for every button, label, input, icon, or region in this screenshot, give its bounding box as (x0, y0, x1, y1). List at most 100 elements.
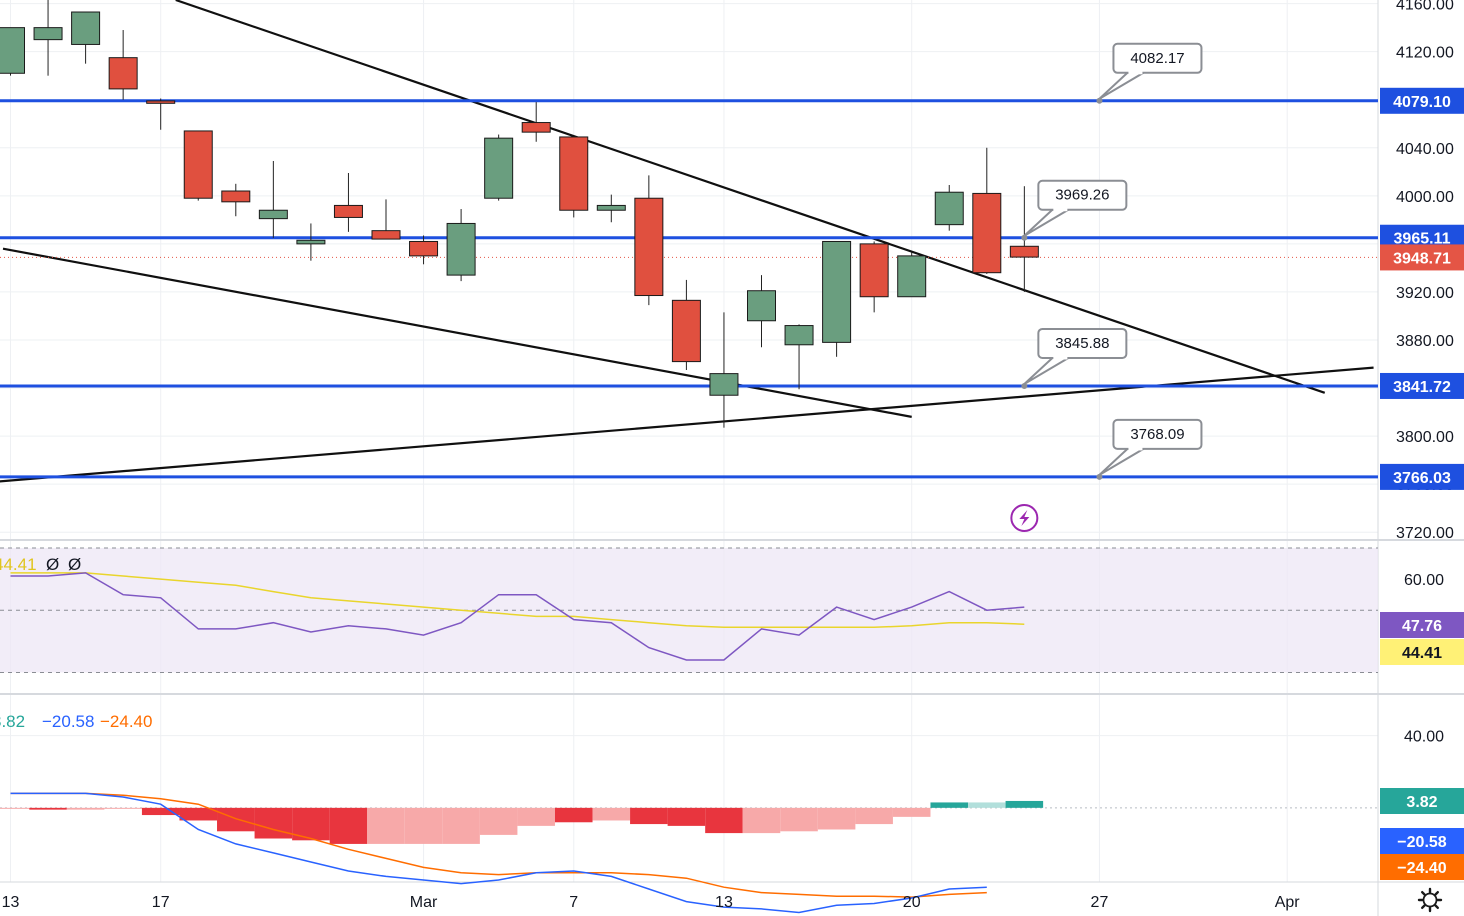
level-price-tag: 4079.10 (1380, 87, 1464, 114)
candle[interactable] (822, 240, 852, 357)
macd-histogram-bar[interactable] (367, 807, 405, 844)
time-tick-label: 13 (2, 894, 20, 911)
candle[interactable] (146, 98, 176, 130)
gear-icon[interactable] (1416, 886, 1444, 914)
macd-histogram-bar[interactable] (404, 807, 443, 844)
candle[interactable] (671, 279, 701, 371)
macd-histogram-bar[interactable] (517, 807, 555, 826)
macd-histogram-bar[interactable] (104, 807, 142, 809)
candle[interactable] (596, 194, 626, 223)
candle[interactable] (484, 134, 514, 201)
level-price-tag-bg (1380, 372, 1464, 399)
macd-histogram-bar[interactable] (29, 807, 67, 810)
candle[interactable] (709, 312, 739, 428)
price-tick-label: 3720.00 (1396, 525, 1454, 542)
rsi-signal-line[interactable] (10, 572, 1025, 629)
horizontal-levels (0, 99, 1378, 479)
time-tick-label: 7 (569, 894, 578, 911)
candle[interactable] (859, 241, 889, 313)
rsi-line[interactable] (10, 572, 1025, 661)
level-price-tag-text: 3766.03 (1393, 470, 1451, 487)
macd-histogram-bar[interactable] (892, 807, 931, 817)
callout[interactable]: 3768.09 (1096, 418, 1203, 480)
macd-signal-line[interactable] (10, 792, 987, 898)
candle[interactable] (183, 130, 213, 201)
candle[interactable] (258, 160, 288, 238)
candle-body (972, 192, 1002, 274)
last-price-tag: 3948.71 (1380, 244, 1464, 271)
rsi-pane: 60.00 44.41 ØØ (0, 547, 1444, 673)
callout-box (1037, 179, 1128, 211)
rsi-legend-param: Ø (68, 555, 81, 574)
macd-histogram-bar[interactable] (817, 807, 856, 830)
level-price-tag-bg (1380, 463, 1464, 490)
trendline[interactable] (2, 247, 912, 418)
macd-histogram-bar[interactable] (630, 807, 668, 825)
callout-anchor (1096, 473, 1103, 480)
candle[interactable] (371, 199, 401, 240)
callout[interactable]: 4082.17 (1096, 42, 1203, 104)
candle[interactable] (33, 0, 63, 76)
macd-value-tag-bg (1380, 828, 1464, 854)
candle[interactable] (446, 209, 476, 282)
macd-histogram-bar[interactable] (479, 807, 518, 835)
callout-box (1037, 327, 1128, 359)
candle[interactable] (221, 183, 251, 217)
candle[interactable] (784, 324, 814, 390)
level-price-tag-text: 3965.11 (1394, 231, 1451, 248)
macd-histogram-bar[interactable] (1005, 800, 1044, 808)
candle[interactable] (333, 172, 363, 232)
candle[interactable] (296, 223, 326, 261)
macd-histogram-bar[interactable] (217, 807, 255, 832)
callout[interactable]: 3845.88 (1021, 327, 1128, 389)
candle[interactable] (634, 175, 664, 306)
lightning-icon[interactable] (1010, 504, 1039, 532)
price-tick-label: 3880.00 (1396, 333, 1454, 350)
macd-histogram-bar[interactable] (0, 807, 30, 809)
time-tick-label: 27 (1091, 894, 1109, 911)
macd-signal-tag: −24.40 (1380, 854, 1464, 880)
candle[interactable] (521, 102, 551, 142)
macd-histogram-bar[interactable] (855, 807, 893, 825)
callout-label: 3845.88 (1055, 335, 1109, 352)
lightning-bolt (1019, 510, 1030, 526)
candle-body (221, 190, 251, 203)
macd-histogram-bar[interactable] (442, 807, 480, 844)
macd-histogram-bar[interactable] (554, 807, 593, 823)
candle[interactable] (934, 185, 964, 231)
callout-pointer (1023, 356, 1073, 385)
callout[interactable]: 3969.26 (1021, 179, 1128, 241)
candle[interactable] (972, 147, 1002, 274)
macd-histogram-bar[interactable] (66, 807, 105, 810)
candle-body (859, 243, 889, 298)
macd-histogram-bar[interactable] (179, 807, 218, 821)
macd-histogram-bar[interactable] (667, 807, 706, 826)
candle-body (671, 299, 701, 363)
candle[interactable] (559, 136, 589, 218)
level-price-tag-bg (1380, 87, 1464, 114)
macd-histogram-bar[interactable] (742, 807, 781, 834)
macd-histogram-bar[interactable] (141, 807, 180, 816)
candle[interactable] (71, 11, 101, 64)
macd-histogram-tag: 3.82 (1380, 788, 1464, 814)
macd-histogram-bar[interactable] (705, 807, 743, 834)
candle[interactable] (108, 30, 138, 100)
candle[interactable] (897, 252, 927, 298)
trendline[interactable] (175, 0, 1326, 394)
macd-line[interactable] (10, 792, 987, 914)
candle[interactable] (0, 27, 25, 76)
time-tick-label: Mar (410, 894, 438, 911)
candle[interactable] (409, 235, 439, 265)
macd-histogram-tag-bg (1380, 788, 1464, 814)
rsi-signal-tag-text: 44.41 (1402, 645, 1442, 662)
macd-histogram-bar[interactable] (254, 807, 293, 839)
macd-histogram-bar[interactable] (329, 807, 368, 844)
candle-body (183, 130, 213, 199)
macd-histogram-bar[interactable] (968, 802, 1006, 808)
callout-pointer (1098, 447, 1148, 476)
macd-histogram-bar[interactable] (592, 807, 631, 821)
macd-histogram-bar[interactable] (930, 802, 969, 808)
candle[interactable] (747, 275, 776, 348)
macd-histogram-bar[interactable] (780, 807, 818, 832)
